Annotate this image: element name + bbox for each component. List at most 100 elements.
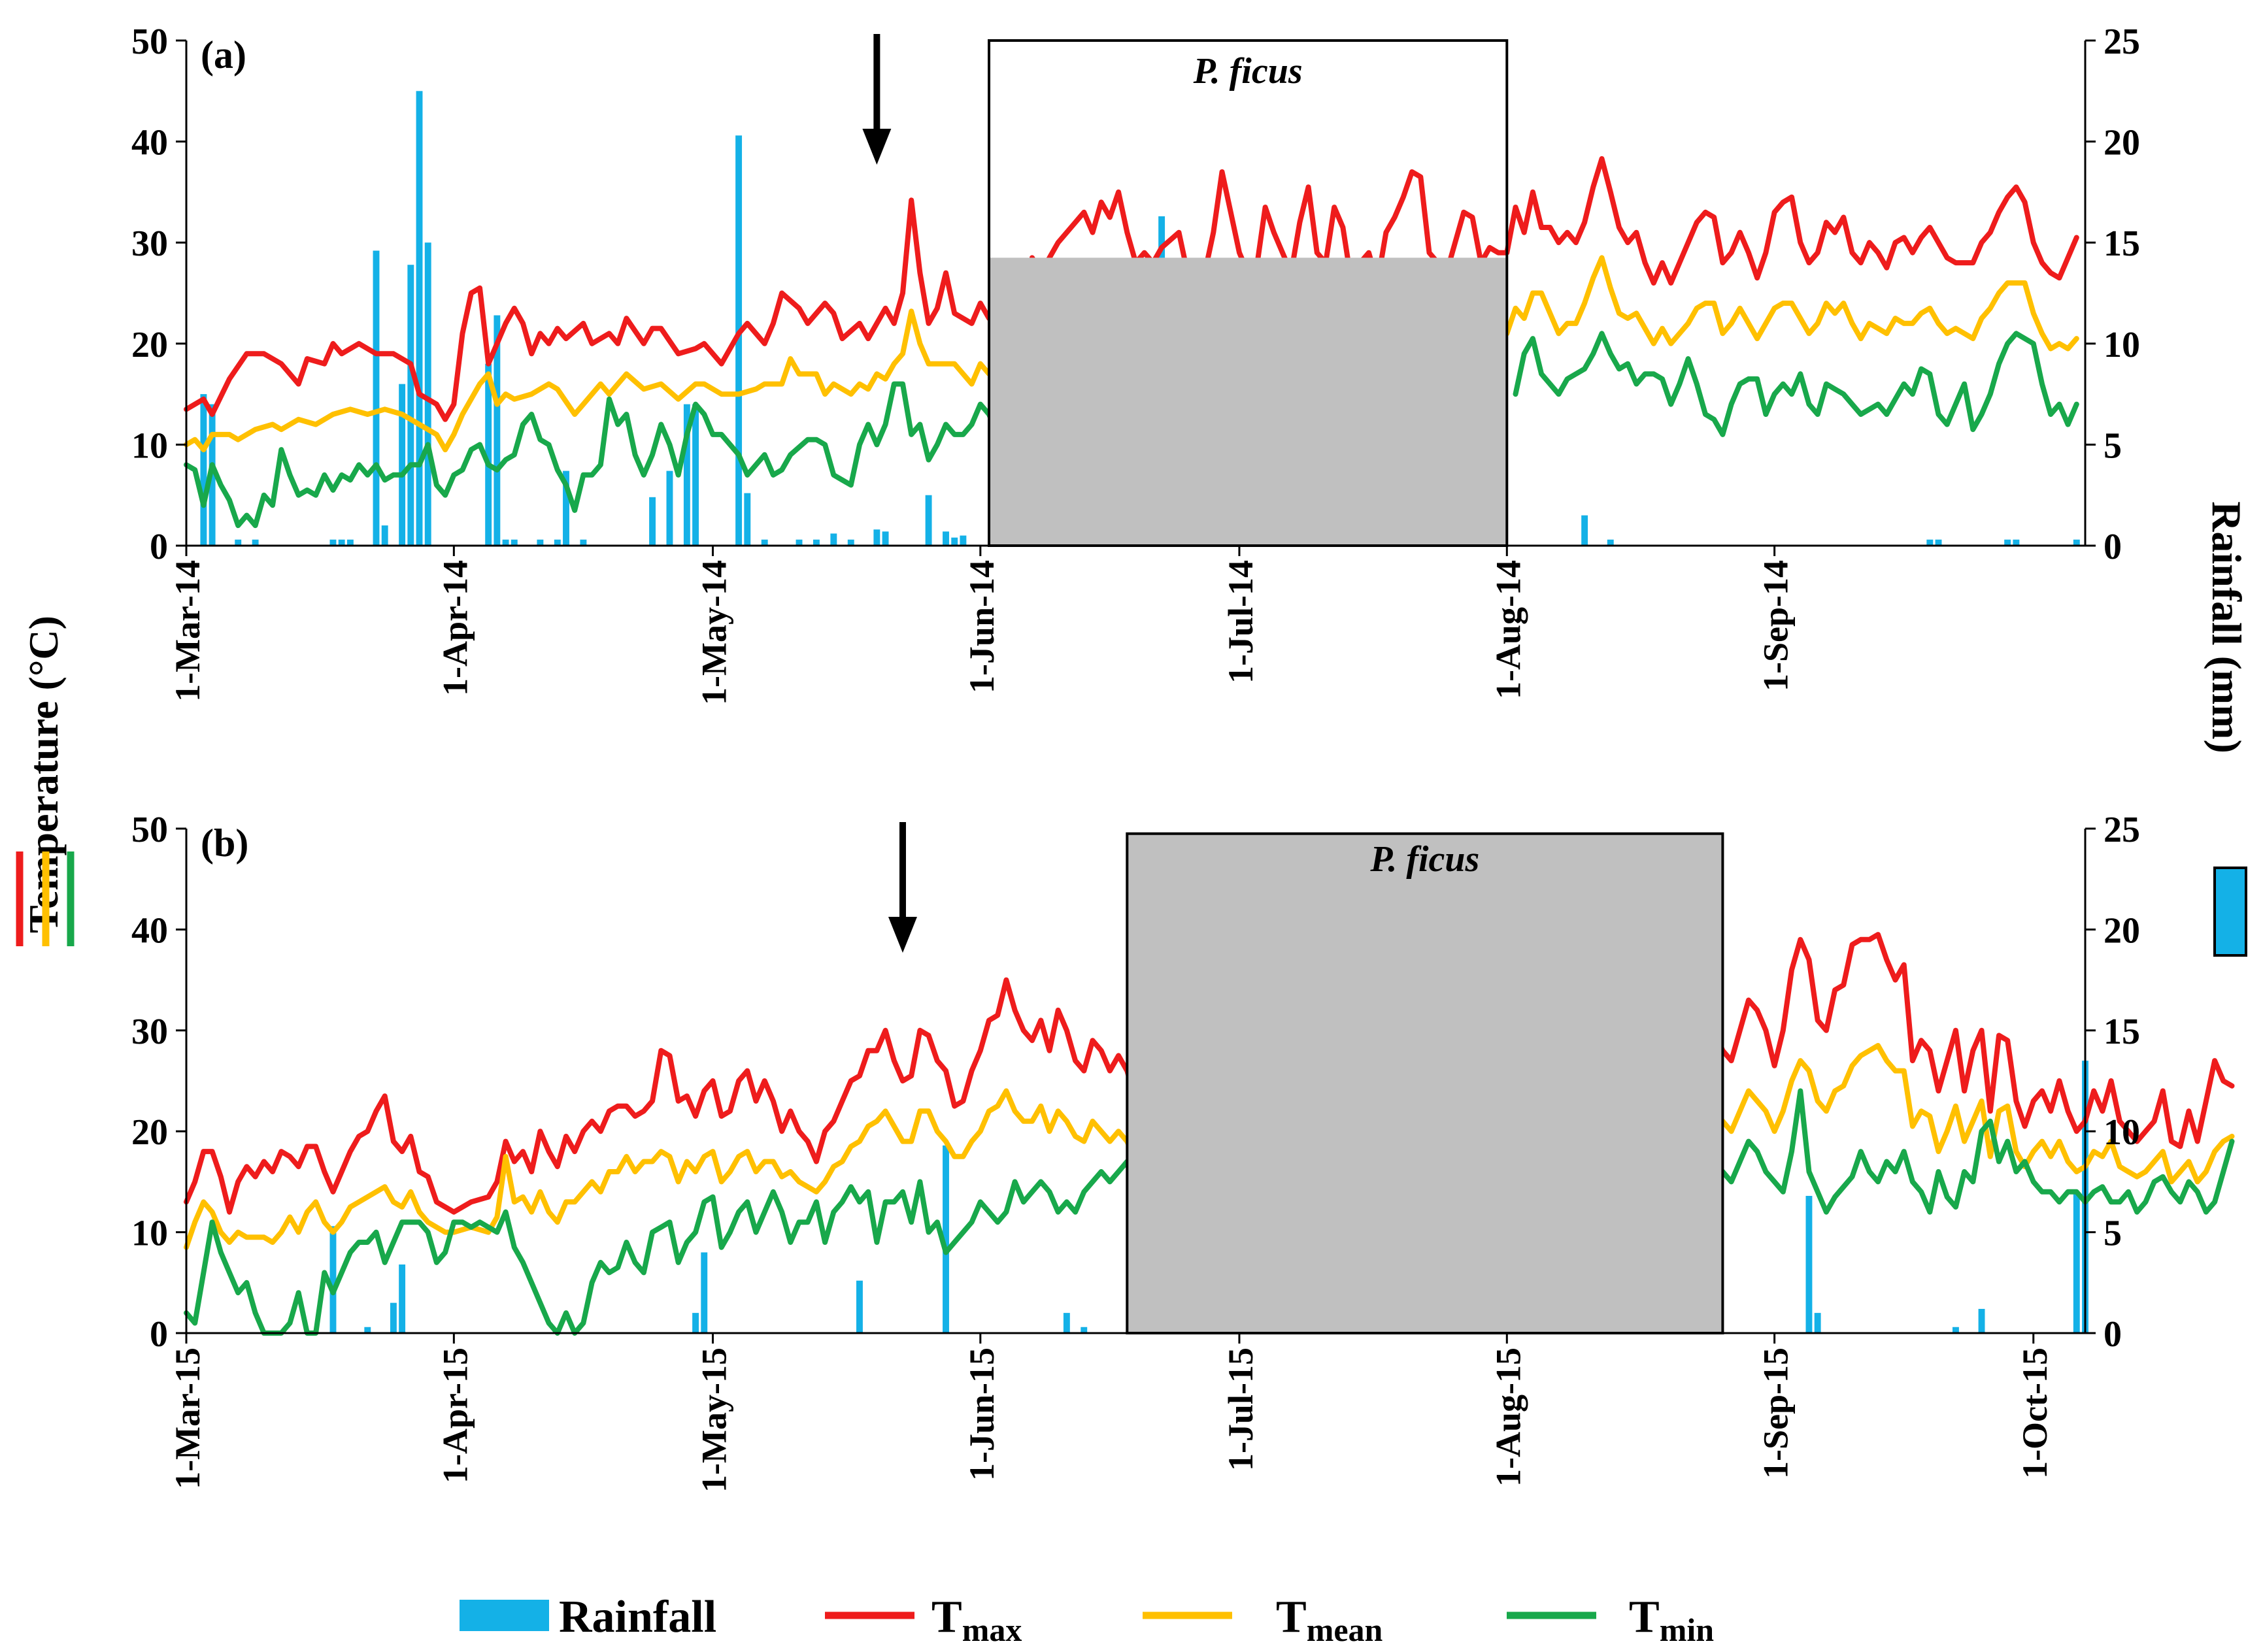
arrow-head xyxy=(888,917,917,953)
rainfall-bar-16 xyxy=(511,539,518,546)
rainfall-bar-3 xyxy=(399,1264,406,1333)
x-tick-label: 1-Jul-14 xyxy=(1221,560,1260,684)
period-label: P. ficus xyxy=(1369,839,1479,880)
rainfall-bar-1 xyxy=(364,1327,371,1333)
rainfall-bar-9 xyxy=(1081,1327,1088,1333)
legend-rainfall-swatch xyxy=(460,1600,549,1631)
panel-a: P. ficus 0 10 20 30 40 50 0 5 10 15 20 25 1-Mar-14 1-A… xyxy=(131,22,2140,705)
rainfall-bar-22 xyxy=(666,471,673,546)
rainfall-bar-13 xyxy=(1978,1308,1985,1333)
y-right-tick-label: 15 xyxy=(2104,223,2140,264)
x-tick-label: 1-Aug-15 xyxy=(1488,1347,1528,1487)
x-tick-label: 1-May-15 xyxy=(694,1347,733,1493)
x-tick-label: 1-Apr-14 xyxy=(435,560,475,696)
rainfall-bar-0 xyxy=(329,1226,337,1333)
rainfall-bar-0 xyxy=(200,394,207,546)
panel-label: (b) xyxy=(201,821,248,865)
x-tick-label: 1-Apr-15 xyxy=(435,1347,475,1483)
x-tick-label: 1-Sep-14 xyxy=(1756,560,1796,691)
y-left-tick-label: 20 xyxy=(131,325,168,365)
y-left-tick-label: 40 xyxy=(131,910,168,951)
rainfall-bar-29 xyxy=(813,539,820,546)
legend-tmean-label: Tmean xyxy=(1276,1592,1383,1648)
y-left-tick-label: 50 xyxy=(131,810,168,850)
x-tick-label: 1-Jul-15 xyxy=(1221,1347,1260,1471)
shaded-period xyxy=(1126,832,1724,1334)
arrow-marker xyxy=(862,34,892,165)
rainfall-bar-8 xyxy=(381,525,388,546)
rainfall-bar-5 xyxy=(338,539,345,546)
rainfall-bar-2 xyxy=(235,539,242,546)
y-right-tick-label: 5 xyxy=(2104,1214,2122,1254)
arrow-head xyxy=(862,129,892,165)
rainfall-bar-24 xyxy=(692,404,699,546)
legend-rainfall-label: Rainfall xyxy=(559,1592,716,1642)
y-left-tick-label: 10 xyxy=(131,425,168,466)
rainfall-bar-48 xyxy=(2073,539,2080,546)
rainfall-bar-42 xyxy=(1581,515,1588,546)
x-tick-label: 1-Jun-14 xyxy=(962,560,1001,693)
rainfall-bar-30 xyxy=(830,533,837,546)
rainfall-bar-37 xyxy=(960,535,967,546)
rainfall-bar-32 xyxy=(873,529,880,546)
rainfall-bar-15 xyxy=(502,539,509,546)
y-right-tick-label: 0 xyxy=(2104,527,2122,567)
rainfall-bar-26 xyxy=(744,493,751,546)
rainfall-swatch xyxy=(2213,867,2247,957)
y-right-tick-label: 20 xyxy=(2104,910,2140,951)
rainfall-bar-4 xyxy=(329,539,337,546)
y-right-tick-label: 20 xyxy=(2104,123,2140,163)
tmin-line xyxy=(184,331,2079,529)
rainfall-bar-9 xyxy=(399,384,406,546)
y-right-tick-label: 10 xyxy=(2104,1112,2140,1153)
rainfall-bar-23 xyxy=(683,404,690,546)
rainfall-bar-25 xyxy=(735,135,743,546)
rainfall-bar-31 xyxy=(847,539,854,546)
period-label: P. ficus xyxy=(1193,51,1303,91)
panel-b: P. ficus 0 10 20 30 40 50 0 5 10 15 20 25 1-Mar-15 1-A… xyxy=(131,810,2235,1493)
rainfall-bar-27 xyxy=(761,539,768,546)
rainfall-bar-47 xyxy=(2013,539,2020,546)
rainfall-bar-28 xyxy=(796,539,803,546)
arrow-marker xyxy=(888,822,917,953)
x-tick-label: 1-May-14 xyxy=(694,560,733,705)
y-left-tick-label: 30 xyxy=(131,223,168,264)
x-tick-label: 1-Sep-15 xyxy=(1756,1347,1796,1479)
rainfall-bar-45 xyxy=(1935,539,1942,546)
y-right-tick-label: 25 xyxy=(2104,22,2140,62)
rainfall-bar-3 xyxy=(252,539,259,546)
rainfall-bar-11 xyxy=(416,91,423,546)
y-right-tick-label: 5 xyxy=(2104,425,2122,466)
y-left-tick-label: 0 xyxy=(150,527,168,567)
y-left-tick-label: 0 xyxy=(150,1314,168,1355)
y-right-tick-label: 25 xyxy=(2104,810,2140,850)
x-tick-label: 1-Jun-15 xyxy=(962,1347,1001,1481)
rainfall-bar-14 xyxy=(2073,1191,2080,1333)
rainfall-bar-17 xyxy=(537,539,544,546)
rainfall-bar-7 xyxy=(943,1145,949,1333)
rainfall-bar-4 xyxy=(692,1313,699,1333)
y-left-series-swatches xyxy=(16,851,75,946)
rainfall-bar-35 xyxy=(943,531,949,546)
rainfall-bar-36 xyxy=(951,537,958,546)
y-left-tick-label: 20 xyxy=(131,1112,168,1153)
rainfall-bar-12 xyxy=(424,242,431,546)
rainfall-bar-10 xyxy=(407,265,414,546)
rainfall-bar-12 xyxy=(1952,1327,1959,1333)
rainfall-bar-8 xyxy=(1063,1313,1070,1333)
rainfall-bar-19 xyxy=(563,471,569,546)
legend-tmax-label: Tmax xyxy=(931,1592,1022,1648)
y-left-tick-label: 40 xyxy=(131,123,168,163)
rainfall-bar-5 xyxy=(701,1252,708,1333)
panel-label: (a) xyxy=(201,33,246,76)
rainfall-bar-46 xyxy=(2004,539,2011,546)
rainfall-bar-18 xyxy=(554,539,561,546)
y-right-label: Rainfall (mm) xyxy=(2204,501,2250,753)
y-left-tick-label: 50 xyxy=(131,22,168,62)
x-tick-label: 1-Mar-15 xyxy=(168,1347,207,1489)
rainfall-bar-43 xyxy=(1607,539,1614,546)
x-tick-label: 1-Oct-15 xyxy=(2015,1347,2054,1479)
y-left-tick-label: 10 xyxy=(131,1214,168,1254)
legend: Rainfall Tmax Tmean Tmin xyxy=(460,1592,1714,1648)
